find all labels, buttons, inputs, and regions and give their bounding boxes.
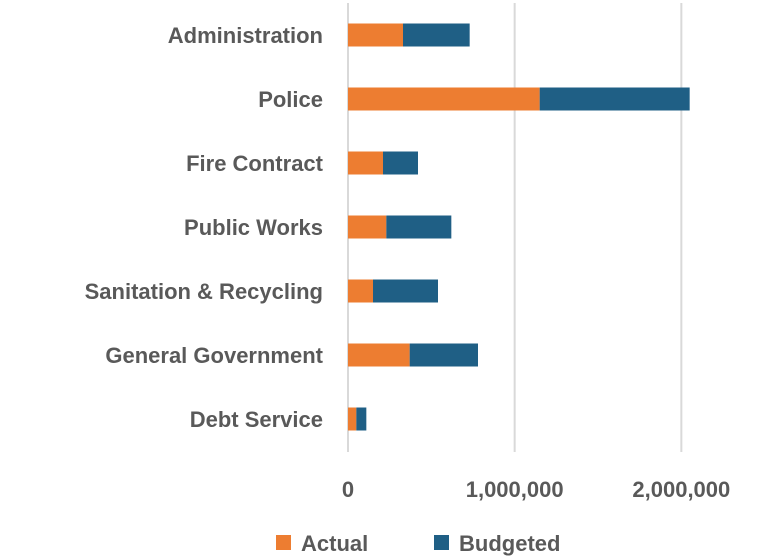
category-label-2: Fire Contract (186, 151, 324, 176)
category-label-6: Debt Service (190, 407, 323, 432)
legend-label-actual: Actual (301, 531, 368, 556)
category-label-4: Sanitation & Recycling (85, 279, 323, 304)
category-label-1: Police (258, 87, 323, 112)
bar-budgeted-6 (356, 407, 367, 431)
legend-label-budgeted: Budgeted (459, 531, 560, 556)
bars (348, 23, 690, 431)
bar-budgeted-3 (386, 215, 452, 239)
bar-budgeted-2 (383, 151, 418, 175)
bar-budgeted-0 (403, 23, 470, 47)
category-labels: Administration Police Fire Contract Public … (85, 23, 324, 432)
bar-budgeted-1 (539, 87, 690, 111)
bar-actual-3 (348, 215, 387, 239)
bar-actual-4 (348, 279, 373, 303)
legend-swatch-actual (276, 535, 291, 550)
bar-actual-1 (348, 87, 540, 111)
category-label-5: General Government (105, 343, 323, 368)
x-axis-tick-labels: 0 1,000,000 2,000,000 (342, 477, 730, 502)
x-tick-label-1: 1,000,000 (466, 477, 564, 502)
bar-actual-5 (348, 343, 410, 367)
legend-swatch-budgeted (434, 535, 449, 550)
category-label-3: Public Works (184, 215, 323, 240)
bar-actual-6 (348, 407, 357, 431)
legend: Actual Budgeted (276, 531, 560, 556)
x-tick-label-2: 2,000,000 (632, 477, 730, 502)
bar-actual-0 (348, 23, 403, 47)
bar-budgeted-5 (409, 343, 478, 367)
category-label-0: Administration (168, 23, 323, 48)
bar-actual-2 (348, 151, 383, 175)
bar-budgeted-4 (373, 279, 438, 303)
x-tick-label-0: 0 (342, 477, 354, 502)
